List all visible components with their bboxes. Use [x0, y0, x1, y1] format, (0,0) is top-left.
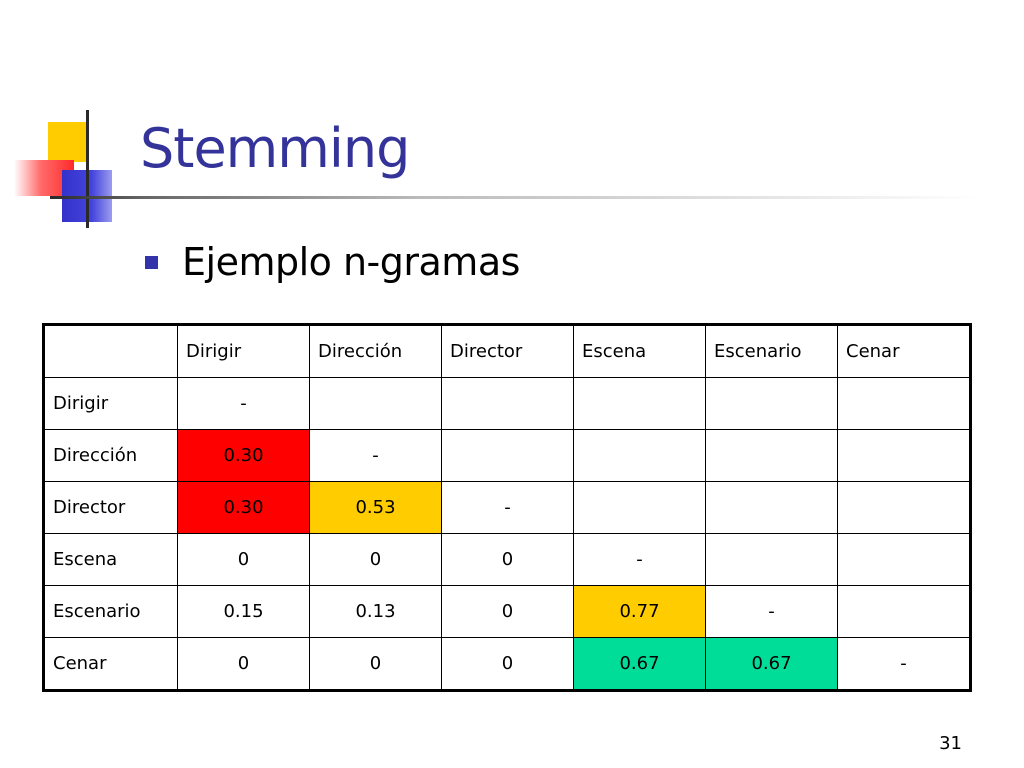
column-header-escenario: Escenario — [705, 324, 838, 378]
row-header: Escenario — [43, 585, 178, 638]
table-cell: 0.30 — [177, 481, 310, 534]
table-cell: - — [441, 481, 574, 534]
row-header: Director — [43, 481, 178, 534]
column-header-dirigir: Dirigir — [177, 324, 310, 378]
table-cell: 0.77 — [573, 585, 706, 638]
title-underline — [50, 196, 980, 199]
column-header-director: Director — [441, 324, 574, 378]
table-cell — [837, 585, 971, 638]
table-cell — [441, 429, 574, 482]
table-cell: 0.67 — [573, 637, 706, 691]
table-cell: 0 — [177, 533, 310, 586]
decorative-yellow-square — [48, 122, 86, 162]
table-cell: 0 — [441, 585, 574, 638]
table-row: Dirección 0.30- — [43, 429, 971, 482]
table-cell: 0.13 — [309, 585, 442, 638]
table-cell: 0 — [441, 637, 574, 691]
table-cell: 0 — [177, 637, 310, 691]
table-cell — [705, 377, 838, 430]
table-row: Cenar 0 0 0 0.67 0.67- — [43, 637, 971, 691]
table-cell: - — [705, 585, 838, 638]
table-cell — [573, 481, 706, 534]
bullet-text: Ejemplo n-gramas — [182, 240, 520, 284]
table-cell: 0 — [441, 533, 574, 586]
table-cell — [705, 481, 838, 534]
table-cell: 0 — [309, 533, 442, 586]
table-cell — [837, 377, 971, 430]
row-header: Dirección — [43, 429, 178, 482]
column-header-cenar: Cenar — [837, 324, 971, 378]
column-header-direccion: Dirección — [309, 324, 442, 378]
table-row: Escenario 0.15 0.13 0 0.77- — [43, 585, 971, 638]
page-number: 31 — [939, 733, 962, 754]
table-cell: 0 — [309, 637, 442, 691]
table-cell: 0.67 — [705, 637, 838, 691]
table-cell: - — [837, 637, 971, 691]
row-header: Cenar — [43, 637, 178, 691]
table-cell — [441, 377, 574, 430]
row-header: Dirigir — [43, 377, 178, 430]
table-cell — [837, 429, 971, 482]
table-cell: - — [573, 533, 706, 586]
table-row: Director 0.30 0.53- — [43, 481, 971, 534]
table-cell — [705, 429, 838, 482]
table-cell: 0.15 — [177, 585, 310, 638]
table-cell: - — [177, 377, 310, 430]
slide-title: Stemming — [140, 117, 410, 180]
bullet-item: Ejemplo n-gramas — [145, 240, 520, 284]
ngram-similarity-table: Dirigir Dirección Director Escena Escena… — [42, 323, 972, 692]
table-cell — [573, 429, 706, 482]
column-header-escena: Escena — [573, 324, 706, 378]
table-header-row: Dirigir Dirección Director Escena Escena… — [43, 324, 971, 378]
table-cell — [837, 481, 971, 534]
row-header: Escena — [43, 533, 178, 586]
table-cell — [837, 533, 971, 586]
table-cell — [573, 377, 706, 430]
table-row: Dirigir - — [43, 377, 971, 430]
table-cell: 0.30 — [177, 429, 310, 482]
table-corner-cell — [43, 324, 178, 378]
table-row: Escena 0 0 0- — [43, 533, 971, 586]
table-cell: - — [309, 429, 442, 482]
table-cell: 0.53 — [309, 481, 442, 534]
bullet-square-icon — [145, 255, 158, 269]
table-cell — [309, 377, 442, 430]
decorative-vertical-line — [86, 110, 89, 228]
table-cell — [705, 533, 838, 586]
